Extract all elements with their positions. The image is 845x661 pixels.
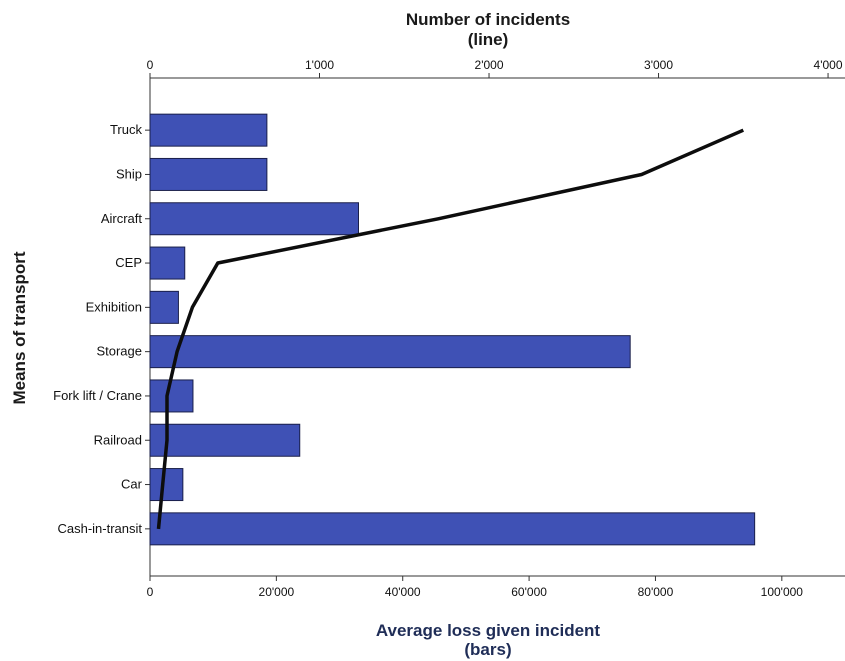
bar	[149, 468, 184, 502]
top-axis-subtitle: (line)	[468, 30, 509, 49]
category-label: Ship	[116, 166, 142, 181]
top-tick-label: 3'000	[644, 58, 673, 72]
category-label: CEP	[115, 255, 142, 270]
top-tick-label: 4'000	[814, 58, 843, 72]
top-tick-label: 1'000	[305, 58, 334, 72]
top-tick-label: 2'000	[475, 58, 504, 72]
top-tick-label: 0	[147, 58, 154, 72]
bottom-axis-title: Average loss given incident	[376, 621, 601, 640]
bottom-tick-label: 20'000	[259, 585, 295, 599]
category-label: Storage	[96, 344, 142, 359]
bottom-tick-label: 0	[147, 585, 154, 599]
bar	[149, 290, 179, 324]
bar	[149, 157, 268, 191]
bar	[149, 202, 359, 236]
category-label: Railroad	[94, 432, 142, 447]
category-label: Fork lift / Crane	[53, 388, 142, 403]
incidents-line	[156, 128, 744, 530]
top-axis-title: Number of incidents	[406, 10, 570, 29]
bar	[149, 113, 268, 147]
category-label: Truck	[110, 122, 143, 137]
category-label: Aircraft	[101, 211, 143, 226]
category-label: Exhibition	[86, 299, 142, 314]
y-axis-title: Means of transport	[10, 251, 29, 404]
category-label: Cash-in-transit	[57, 521, 142, 536]
bottom-tick-label: 100'000	[761, 585, 804, 599]
bottom-tick-label: 60'000	[511, 585, 547, 599]
bottom-tick-label: 80'000	[638, 585, 674, 599]
bottom-axis-subtitle: (bars)	[464, 640, 511, 659]
bar	[149, 423, 301, 457]
bar	[149, 379, 194, 413]
bar	[149, 335, 631, 369]
bottom-tick-label: 40'000	[385, 585, 421, 599]
bar	[149, 246, 186, 280]
plot-area: 0 20'000 40'000 60'000 80'000 100'000 0 1'000 2'…	[53, 58, 845, 599]
category-label: Car	[121, 477, 143, 492]
bar	[149, 512, 756, 546]
